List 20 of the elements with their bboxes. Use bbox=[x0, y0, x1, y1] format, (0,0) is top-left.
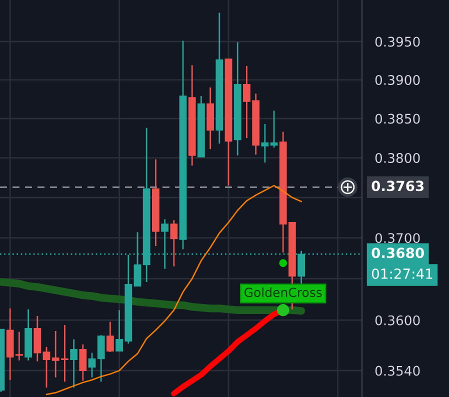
candlestick bbox=[261, 123, 269, 164]
text: 01:27:41 bbox=[372, 268, 432, 279]
y-tick-label: 0.3540 bbox=[375, 366, 420, 376]
y-tick-label: 0.3600 bbox=[375, 315, 420, 326]
y-tick-label: 0.3850 bbox=[375, 114, 420, 124]
ref-line-label: 0.3680 bbox=[372, 248, 424, 258]
candlestick bbox=[97, 334, 105, 382]
candlestick bbox=[270, 110, 278, 148]
ref-line-label: 0.3763 bbox=[372, 180, 424, 192]
candlestick bbox=[106, 321, 114, 353]
y-tick-label: 0.3700 bbox=[375, 233, 420, 244]
y-tick-label: 0.3900 bbox=[375, 74, 420, 85]
annotation: GoldenCross bbox=[244, 287, 322, 298]
y-tick-label: 0.3800 bbox=[375, 152, 420, 163]
candlestick bbox=[88, 352, 96, 378]
y-tick-label: 0.3950 bbox=[375, 36, 420, 47]
candlestick bbox=[170, 219, 178, 268]
candlestick bbox=[42, 346, 50, 388]
candlestick bbox=[79, 344, 87, 382]
candlestick bbox=[70, 338, 78, 388]
